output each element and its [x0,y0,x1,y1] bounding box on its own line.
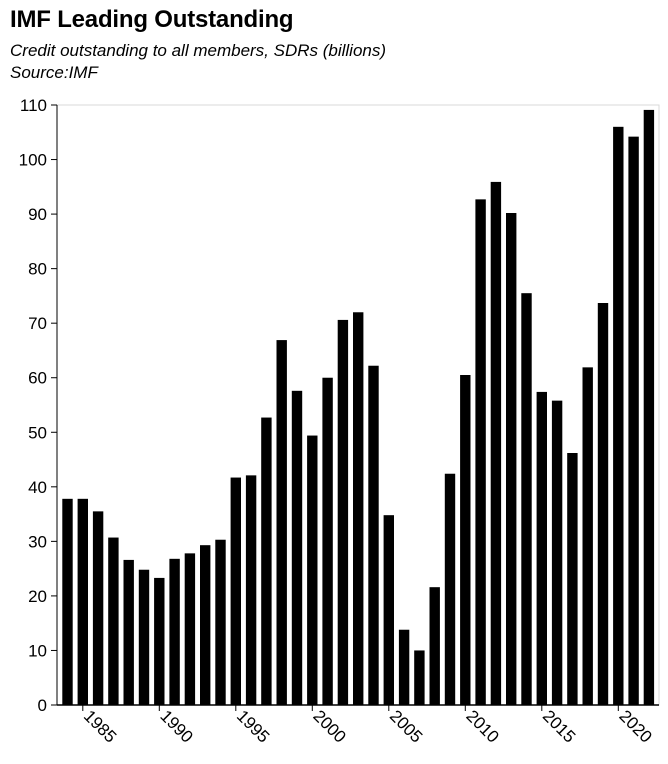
y-tick-label-70: 70 [28,314,47,333]
bar-2007 [414,650,425,705]
bar-1992 [184,553,196,705]
bar-2022 [643,109,655,705]
x-tick-label-2015: 2015 [539,706,579,746]
y-tick-label-110: 110 [20,96,47,115]
bar-2006 [398,629,410,705]
bar-2017 [567,453,578,705]
x-tick-label-2010: 2010 [462,706,502,746]
y-tick-label-0: 0 [38,696,47,715]
bar-1984 [62,498,73,705]
x-tick-label-2005: 2005 [386,706,426,746]
bar-1985 [77,498,88,705]
bar-2015 [536,391,547,705]
bar-2010 [460,375,471,705]
x-tick-label-2000: 2000 [309,706,349,746]
x-axis: 1985 1990 1995 2000 2005 2010 2015 2020 [57,704,659,747]
bar-1998 [276,340,287,705]
bar-2011 [475,199,486,706]
chart-subtitle: Credit outstanding to all members, SDRs … [10,41,387,60]
bar-2016 [551,400,563,705]
x-tick-label-1985: 1985 [80,706,120,746]
y-tick-label-30: 30 [28,532,47,551]
x-tick-label-1995: 1995 [233,706,273,746]
bar-series [62,109,655,706]
bar-2020 [613,126,624,705]
y-tick-label-40: 40 [28,478,47,497]
bar-2013 [506,213,517,705]
y-axis: 0 10 20 30 40 50 60 70 80 90 100 110 [19,96,58,715]
x-tick-label-1990: 1990 [156,706,196,746]
bar-2004 [368,365,379,705]
y-tick-label-20: 20 [28,587,47,606]
bar-2000 [307,435,318,705]
bar-2019 [597,303,609,705]
bar-2021 [628,136,639,705]
bar-1997 [261,417,272,705]
y-tick-label-90: 90 [28,205,47,224]
bar-1991 [169,558,180,705]
bar-1996 [245,475,257,705]
bar-2001 [322,377,333,705]
bar-1988 [123,559,134,705]
bar-2014 [521,293,532,705]
y-tick-label-10: 10 [28,641,47,660]
y-tick-label-80: 80 [28,260,47,279]
bar-2018 [582,367,593,705]
bar-2002 [337,319,349,705]
chart-source: Source:IMF [10,63,98,82]
bar-2012 [490,181,502,705]
bar-1999 [291,390,303,705]
bar-2005 [383,515,394,705]
bar-2009 [444,473,456,705]
bar-1993 [200,545,211,705]
bar-2008 [429,587,440,705]
chart-title: IMF Leading Outstanding [10,6,294,33]
bar-1994 [215,539,226,705]
y-tick-label-50: 50 [28,423,47,442]
bar-1990 [154,577,165,705]
bar-2003 [353,312,364,705]
y-tick-label-100: 100 [19,151,47,170]
bar-1989 [138,569,150,705]
x-tick-label-2020: 2020 [615,706,655,746]
bar-1986 [92,511,104,705]
bar-1995 [230,477,241,705]
y-tick-label-60: 60 [28,369,47,388]
bar-1987 [108,537,119,705]
